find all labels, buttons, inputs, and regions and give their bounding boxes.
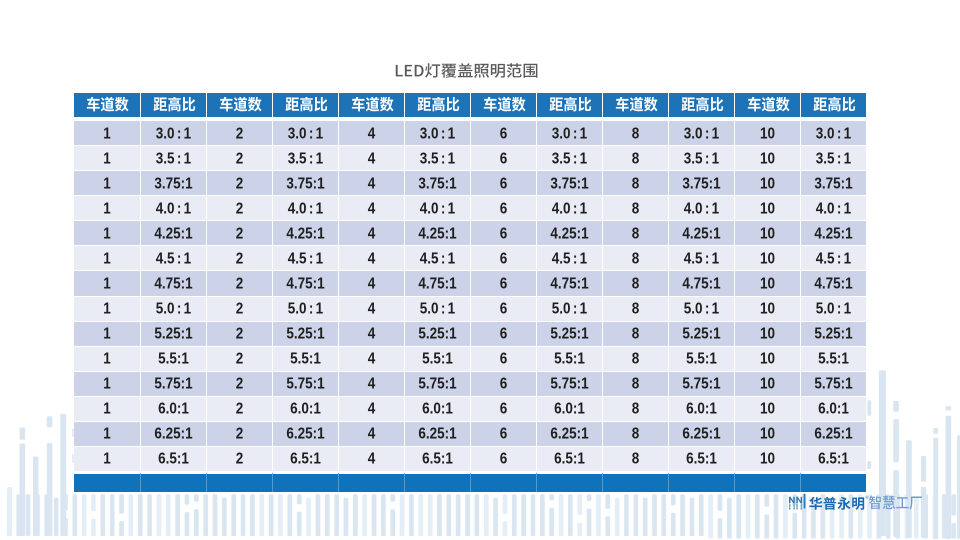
svg-text:®: ®	[865, 495, 869, 500]
